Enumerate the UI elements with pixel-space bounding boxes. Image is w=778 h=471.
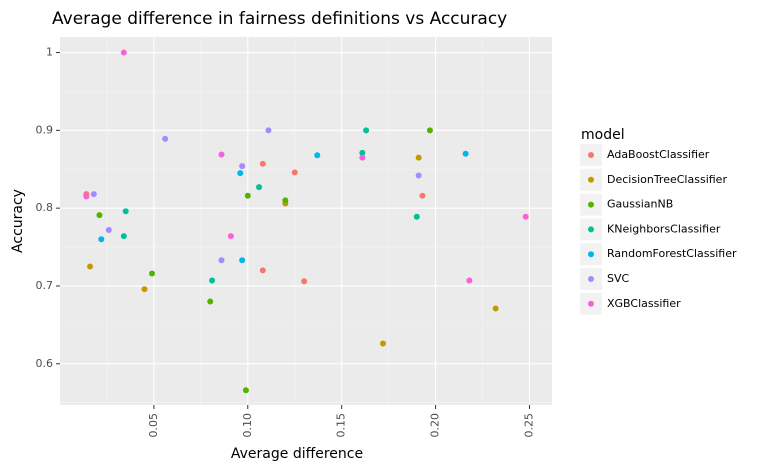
data-point: [96, 212, 103, 219]
legend-swatch: [588, 226, 594, 233]
chart-title: Average difference in fairness definitio…: [52, 9, 507, 29]
grid-major: [60, 37, 552, 405]
y-tick-label: 0.8: [36, 201, 54, 214]
grid-minor: [60, 37, 552, 405]
legend-swatch: [588, 276, 594, 282]
legend: model AdaBoostClassifier DecisionTreeClas…: [580, 127, 737, 315]
data-point: [239, 163, 246, 170]
data-point: [244, 192, 251, 199]
x-axis-label: Average difference: [231, 446, 363, 462]
legend-entry: SVC: [607, 272, 630, 285]
data-point: [87, 263, 94, 270]
x-tick-label: 0.15: [335, 413, 348, 438]
data-point: [282, 197, 289, 204]
x-tick-label: 0.25: [522, 413, 535, 438]
data-point: [209, 277, 216, 284]
legend-title: model: [581, 127, 625, 143]
data-point: [415, 172, 422, 179]
data-point: [227, 233, 234, 240]
data-point: [363, 127, 370, 134]
legend-swatch: [588, 176, 594, 183]
data-point: [149, 270, 156, 277]
legend-entry: XGBClassifier: [607, 297, 681, 310]
data-point: [291, 169, 298, 176]
legend-entry: KNeighborsClassifier: [607, 222, 721, 235]
legend-entry: AdaBoostClassifier: [607, 148, 710, 161]
legend-swatch: [588, 300, 594, 307]
data-point: [242, 387, 249, 394]
data-point: [259, 160, 266, 167]
data-point: [415, 154, 422, 161]
legend-swatch: [588, 152, 594, 158]
legend-entry: DecisionTreeClassifier: [607, 173, 727, 186]
x-tick-label: 0.05: [147, 413, 160, 438]
data-point: [90, 191, 97, 198]
legend-entry: GaussianNB: [607, 198, 673, 211]
data-point: [83, 193, 90, 200]
data-point: [359, 154, 366, 161]
data-point: [237, 170, 244, 177]
data-point: [120, 233, 127, 240]
y-tick-label: 0.7: [36, 279, 54, 292]
legend-entry: RandomForestClassifier: [607, 247, 737, 260]
data-point: [218, 151, 225, 158]
data-point: [301, 278, 308, 285]
data-point: [462, 150, 469, 157]
y-tick-label: 0.9: [36, 123, 54, 136]
data-point: [466, 277, 473, 284]
data-point: [122, 208, 129, 215]
data-points: [83, 49, 529, 394]
x-axis: 0.05 0.10 0.15 0.20 0.25: [147, 405, 535, 438]
y-axis-label: Accuracy: [10, 189, 26, 253]
legend-swatch: [588, 251, 594, 258]
data-point: [314, 152, 321, 159]
x-tick-label: 0.10: [241, 413, 254, 438]
data-point: [492, 305, 499, 312]
legend-swatch: [588, 201, 594, 208]
data-point: [256, 184, 263, 191]
data-point: [120, 49, 127, 56]
data-point: [105, 226, 112, 233]
data-point: [239, 257, 246, 264]
data-point: [98, 236, 105, 243]
y-tick-label: 1: [46, 46, 53, 59]
data-point: [413, 213, 420, 220]
y-axis: 0.6 0.7 0.8 0.9 1: [36, 46, 60, 370]
data-point: [207, 298, 214, 305]
data-point: [162, 135, 169, 142]
data-point: [141, 286, 148, 293]
data-point: [379, 340, 386, 347]
data-point: [426, 127, 433, 134]
y-tick-label: 0.6: [36, 357, 54, 370]
data-point: [522, 213, 529, 220]
data-point: [359, 149, 366, 156]
data-point: [259, 267, 266, 274]
plot-panel: [60, 37, 552, 405]
data-point: [218, 257, 225, 264]
data-point: [419, 192, 426, 199]
data-point: [265, 127, 272, 134]
x-tick-label: 0.20: [429, 413, 442, 438]
